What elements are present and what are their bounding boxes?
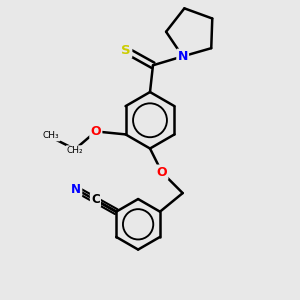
Text: N: N xyxy=(71,183,81,196)
Text: CH₂: CH₂ xyxy=(67,146,83,155)
Text: S: S xyxy=(122,44,131,57)
Text: O: O xyxy=(91,125,101,138)
Text: O: O xyxy=(157,166,167,179)
Text: CH₃: CH₃ xyxy=(43,131,60,140)
Text: C: C xyxy=(91,193,100,206)
Text: N: N xyxy=(178,50,188,63)
